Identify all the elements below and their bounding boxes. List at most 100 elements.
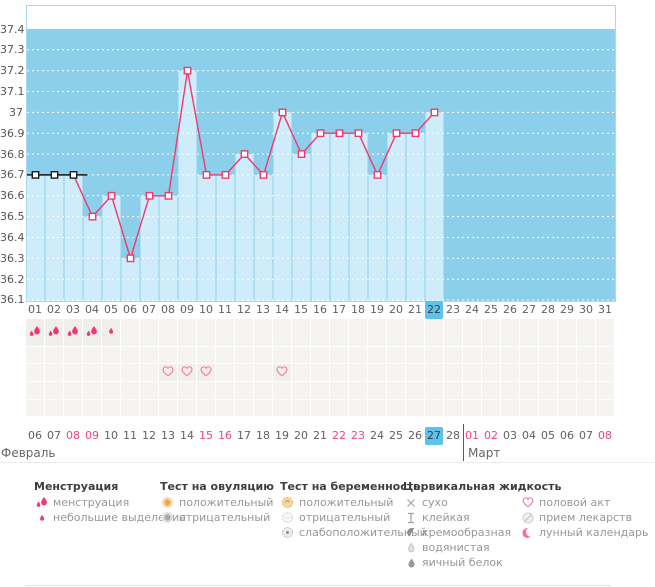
symbol-cell[interactable] xyxy=(501,319,519,346)
symbol-cell[interactable] xyxy=(197,400,215,416)
symbol-cell[interactable] xyxy=(121,382,139,399)
symbol-cell[interactable] xyxy=(558,382,576,399)
calendar-date[interactable]: 28 xyxy=(446,429,460,442)
symbol-cell[interactable] xyxy=(387,319,405,346)
symbol-cell[interactable] xyxy=(45,400,63,416)
symbol-cell[interactable] xyxy=(64,319,82,346)
symbol-cell[interactable] xyxy=(330,364,348,381)
symbol-cell[interactable] xyxy=(26,382,44,399)
symbol-cell[interactable] xyxy=(311,382,329,399)
symbol-cell[interactable] xyxy=(102,347,120,363)
symbol-cell[interactable] xyxy=(558,364,576,381)
symbol-cell[interactable] xyxy=(64,364,82,381)
calendar-date[interactable]: 02 xyxy=(484,429,498,442)
symbol-cell[interactable] xyxy=(577,364,595,381)
symbol-cell[interactable] xyxy=(45,382,63,399)
symbol-cell[interactable] xyxy=(349,364,367,381)
cycle-day[interactable]: 09 xyxy=(180,303,194,316)
calendar-date[interactable]: 08 xyxy=(66,429,80,442)
calendar-date[interactable]: 21 xyxy=(313,429,327,442)
calendar-date[interactable]: 07 xyxy=(579,429,593,442)
cycle-day[interactable]: 25 xyxy=(484,303,498,316)
symbol-cell[interactable] xyxy=(292,382,310,399)
calendar-date[interactable]: 06 xyxy=(560,429,574,442)
cycle-day[interactable]: 19 xyxy=(370,303,384,316)
symbol-cell[interactable] xyxy=(482,319,500,346)
symbol-cell[interactable] xyxy=(482,382,500,399)
calendar-date[interactable]: 15 xyxy=(199,429,213,442)
cycle-day[interactable]: 15 xyxy=(294,303,308,316)
symbol-cell[interactable] xyxy=(539,400,557,416)
symbol-cell[interactable] xyxy=(83,347,101,363)
symbol-cell[interactable] xyxy=(26,400,44,416)
symbol-cell[interactable] xyxy=(216,400,234,416)
symbol-cell[interactable] xyxy=(577,347,595,363)
calendar-date[interactable]: 04 xyxy=(522,429,536,442)
symbol-cell[interactable] xyxy=(539,382,557,399)
symbol-cell[interactable] xyxy=(349,347,367,363)
symbol-cell[interactable] xyxy=(235,382,253,399)
symbol-cell[interactable] xyxy=(140,400,158,416)
symbol-cell[interactable] xyxy=(444,364,462,381)
symbol-cell[interactable] xyxy=(330,347,348,363)
symbol-cell[interactable] xyxy=(520,364,538,381)
calendar-date[interactable]: 03 xyxy=(503,429,517,442)
symbol-cell[interactable] xyxy=(577,319,595,346)
symbol-cell[interactable] xyxy=(83,400,101,416)
symbol-cell[interactable] xyxy=(501,400,519,416)
symbol-cell[interactable] xyxy=(83,382,101,399)
temperature-chart[interactable] xyxy=(26,5,616,302)
symbol-cell[interactable] xyxy=(178,347,196,363)
calendar-date[interactable]: 24 xyxy=(370,429,384,442)
symbol-cell[interactable] xyxy=(292,347,310,363)
calendar-date[interactable]: 05 xyxy=(541,429,555,442)
symbol-cell[interactable] xyxy=(45,347,63,363)
calendar-date[interactable]: 22 xyxy=(332,429,346,442)
symbol-cell[interactable] xyxy=(140,382,158,399)
symbol-cell[interactable] xyxy=(197,364,215,381)
cycle-day[interactable]: 05 xyxy=(104,303,118,316)
symbol-cell[interactable] xyxy=(482,364,500,381)
symbol-cell[interactable] xyxy=(463,364,481,381)
calendar-date[interactable]: 16 xyxy=(218,429,232,442)
cycle-day[interactable]: 11 xyxy=(218,303,232,316)
symbol-cell[interactable] xyxy=(197,382,215,399)
calendar-date[interactable]: 10 xyxy=(104,429,118,442)
cycle-day[interactable]: 28 xyxy=(541,303,555,316)
symbol-cell[interactable] xyxy=(349,382,367,399)
symbol-cell[interactable] xyxy=(596,400,614,416)
cycle-day[interactable]: 03 xyxy=(66,303,80,316)
symbol-cell[interactable] xyxy=(140,319,158,346)
symbol-cell[interactable] xyxy=(501,382,519,399)
symbol-cell[interactable] xyxy=(102,382,120,399)
symbol-cell[interactable] xyxy=(273,382,291,399)
symbol-cell[interactable] xyxy=(216,364,234,381)
symbol-cell[interactable] xyxy=(311,400,329,416)
symbol-cell[interactable] xyxy=(406,382,424,399)
calendar-date[interactable]: 18 xyxy=(256,429,270,442)
cycle-day[interactable]: 14 xyxy=(275,303,289,316)
symbol-cell[interactable] xyxy=(539,319,557,346)
symbol-cell[interactable] xyxy=(159,364,177,381)
symbol-cell[interactable] xyxy=(121,400,139,416)
cycle-day[interactable]: 31 xyxy=(598,303,612,316)
symbol-cell[interactable] xyxy=(558,400,576,416)
cycle-day[interactable]: 24 xyxy=(465,303,479,316)
cycle-day[interactable]: 30 xyxy=(579,303,593,316)
symbol-cell[interactable] xyxy=(444,319,462,346)
symbol-cell[interactable] xyxy=(387,382,405,399)
symbol-cell[interactable] xyxy=(368,364,386,381)
symbol-cell[interactable] xyxy=(254,319,272,346)
calendar-date[interactable]: 11 xyxy=(123,429,137,442)
symbol-cell[interactable] xyxy=(406,400,424,416)
symbol-cell[interactable] xyxy=(273,319,291,346)
symbol-cell[interactable] xyxy=(64,400,82,416)
cycle-day[interactable]: 16 xyxy=(313,303,327,316)
symbol-cell[interactable] xyxy=(482,400,500,416)
symbol-cell[interactable] xyxy=(159,382,177,399)
symbol-cell[interactable] xyxy=(216,319,234,346)
symbol-cell[interactable] xyxy=(406,364,424,381)
symbol-cell[interactable] xyxy=(425,382,443,399)
symbol-cell[interactable] xyxy=(425,347,443,363)
symbol-cell[interactable] xyxy=(140,364,158,381)
